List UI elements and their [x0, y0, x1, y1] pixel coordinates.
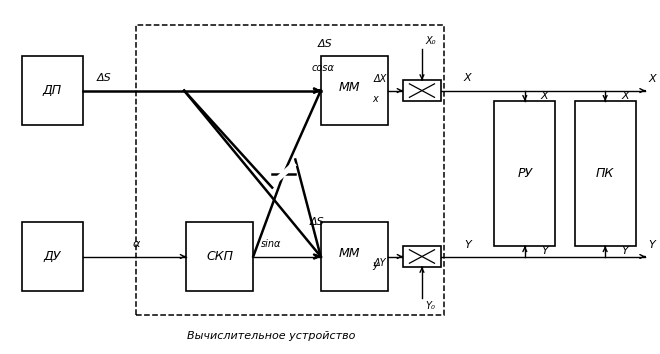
Text: ММ: ММ	[339, 246, 360, 259]
Bar	[136, 25, 444, 315]
Text: ММ: ММ	[339, 81, 360, 93]
Bar	[22, 222, 83, 291]
Bar	[494, 101, 555, 246]
Text: ΔY: ΔY	[374, 258, 387, 268]
Bar	[321, 222, 388, 291]
Bar	[321, 56, 388, 125]
Text: sinα: sinα	[261, 239, 281, 249]
Text: Y: Y	[465, 240, 471, 250]
Text: X₀: X₀	[425, 36, 436, 46]
Text: СКП: СКП	[206, 250, 233, 263]
Text: ΔS: ΔS	[310, 217, 325, 227]
Text: X: X	[464, 73, 472, 83]
Text: ΔS: ΔS	[318, 39, 333, 49]
Text: РУ: РУ	[517, 167, 533, 180]
Bar	[185, 222, 253, 291]
Text: ДП: ДП	[43, 84, 62, 97]
Text: X: X	[649, 74, 656, 84]
Text: y: y	[372, 260, 378, 270]
Text: ДУ: ДУ	[44, 250, 61, 263]
Text: ΔX: ΔX	[374, 74, 387, 84]
Text: x: x	[372, 94, 378, 104]
Text: α: α	[132, 239, 140, 249]
Text: X: X	[621, 91, 629, 101]
Text: cosα: cosα	[312, 63, 334, 73]
Text: Y₀: Y₀	[425, 302, 435, 312]
Bar	[403, 80, 442, 101]
Text: X: X	[541, 91, 548, 101]
Text: ΔS: ΔS	[96, 73, 111, 83]
Text: ПК: ПК	[596, 167, 614, 180]
Text: Y: Y	[621, 246, 628, 256]
Bar	[22, 56, 83, 125]
Bar	[575, 101, 636, 246]
Text: Y: Y	[541, 246, 548, 256]
Text: Y: Y	[649, 240, 655, 250]
Text: Вычислительное устройство: Вычислительное устройство	[187, 331, 355, 341]
Bar	[403, 246, 442, 267]
